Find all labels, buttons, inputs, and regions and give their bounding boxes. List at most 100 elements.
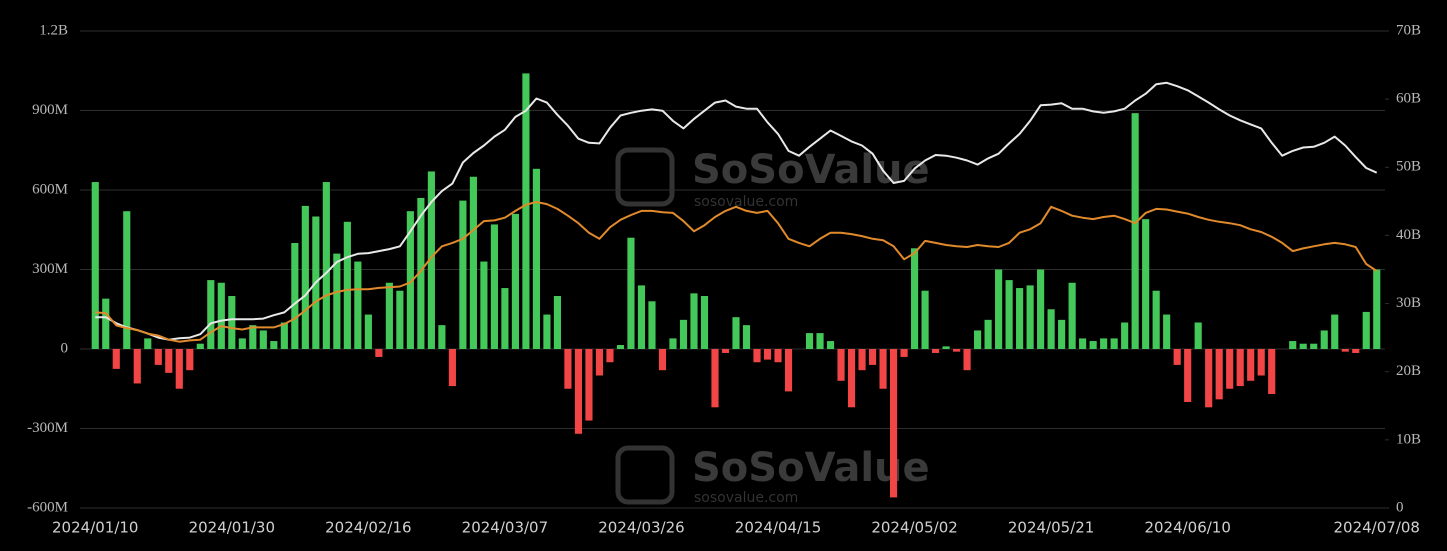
- bar: [679, 319, 688, 349]
- y-tick-label: 0: [61, 340, 69, 356]
- bar: [616, 345, 625, 349]
- bar: [280, 322, 288, 349]
- bar: [333, 253, 341, 349]
- bar: [837, 349, 845, 381]
- y2-tick-label: 0: [1396, 499, 1404, 515]
- bar: [784, 349, 793, 392]
- bar: [1184, 349, 1192, 402]
- bar: [291, 243, 299, 349]
- bar: [165, 349, 173, 373]
- y2-tick-label: 60B: [1396, 91, 1421, 107]
- bar: [343, 221, 351, 349]
- bar: [995, 269, 1003, 349]
- bar: [1352, 349, 1360, 353]
- bar: [511, 213, 519, 349]
- bar: [1205, 349, 1213, 408]
- watermark-logo: [615, 147, 675, 207]
- x-tick-label: 2024/01/10: [52, 519, 138, 537]
- bar: [385, 282, 393, 349]
- bar: [1037, 269, 1045, 349]
- y2-tick-label: 20B: [1396, 363, 1421, 379]
- y-tick-label: -300M: [27, 420, 68, 436]
- x-tick-label: 2024/04/15: [735, 519, 821, 537]
- bar: [522, 73, 530, 350]
- watermark-url: sosovalue.com: [694, 490, 798, 506]
- bar: [637, 285, 646, 349]
- bar: [658, 349, 667, 371]
- x-tick-label: 2024/02/16: [325, 519, 411, 537]
- y2-tick-label: 40B: [1396, 227, 1421, 243]
- bar: [774, 349, 782, 363]
- bar: [1005, 280, 1013, 349]
- y2-tick-label: 30B: [1396, 295, 1421, 311]
- bar: [711, 349, 719, 408]
- bar: [1320, 330, 1328, 349]
- bar: [889, 349, 898, 498]
- bar: [805, 333, 814, 349]
- bar: [259, 330, 267, 349]
- y-tick-label: -600M: [27, 499, 68, 515]
- bar: [1047, 309, 1055, 349]
- watermark-url: sosovalue.com: [694, 194, 798, 210]
- bar: [196, 343, 204, 349]
- bar: [910, 248, 919, 349]
- bar: [1100, 338, 1108, 349]
- bar: [322, 182, 330, 349]
- bar: [1331, 314, 1339, 349]
- bar: [406, 211, 414, 349]
- x-tick-label: 2024/07/08: [1334, 519, 1420, 537]
- bar: [238, 338, 246, 349]
- bar: [102, 298, 110, 349]
- bar: [753, 349, 761, 363]
- bar: [984, 319, 992, 349]
- bar: [732, 317, 740, 349]
- bar: [469, 176, 477, 349]
- y-tick-label: 300M: [32, 261, 68, 277]
- bar: [270, 341, 278, 349]
- bar: [112, 349, 120, 369]
- bar: [1226, 349, 1234, 389]
- bar: [438, 325, 446, 349]
- bar: [1089, 341, 1097, 349]
- line: [95, 81, 1378, 341]
- bar: [207, 280, 215, 349]
- bar: [868, 349, 877, 365]
- bar: [553, 296, 562, 349]
- x-tick-label: 2024/01/30: [189, 519, 275, 537]
- bar: [1268, 349, 1276, 395]
- bar: [1058, 319, 1066, 349]
- line: [95, 201, 1378, 343]
- bar: [1289, 341, 1297, 349]
- bar: [1215, 349, 1223, 400]
- bar: [1079, 338, 1087, 349]
- bar: [1373, 269, 1381, 349]
- bar: [953, 349, 961, 352]
- bar: [648, 301, 656, 349]
- bar: [721, 349, 730, 353]
- bar: [459, 200, 467, 349]
- y-tick-label: 1.2B: [39, 22, 68, 38]
- bar: [1299, 343, 1307, 349]
- bar: [1142, 219, 1150, 349]
- bar: [1310, 343, 1318, 349]
- watermark-text: SoSoValue: [692, 147, 930, 193]
- y2-tick-label: 10B: [1396, 431, 1421, 447]
- bar: [1173, 349, 1181, 365]
- x-tick-label: 2024/06/10: [1144, 519, 1230, 537]
- bar: [91, 182, 99, 349]
- bar: [900, 349, 908, 357]
- bar: [427, 171, 435, 349]
- bar: [175, 349, 183, 389]
- bar: [301, 205, 309, 349]
- bar: [574, 349, 583, 434]
- bar: [144, 338, 152, 349]
- bar: [417, 197, 425, 349]
- bar: [700, 296, 709, 349]
- watermark-logo: [615, 445, 675, 505]
- bar: [1362, 311, 1370, 349]
- bar: [448, 349, 456, 387]
- bar: [742, 325, 751, 349]
- bar: [847, 349, 856, 408]
- x-tick-label: 2024/03/26: [598, 519, 684, 537]
- bar: [1152, 290, 1160, 349]
